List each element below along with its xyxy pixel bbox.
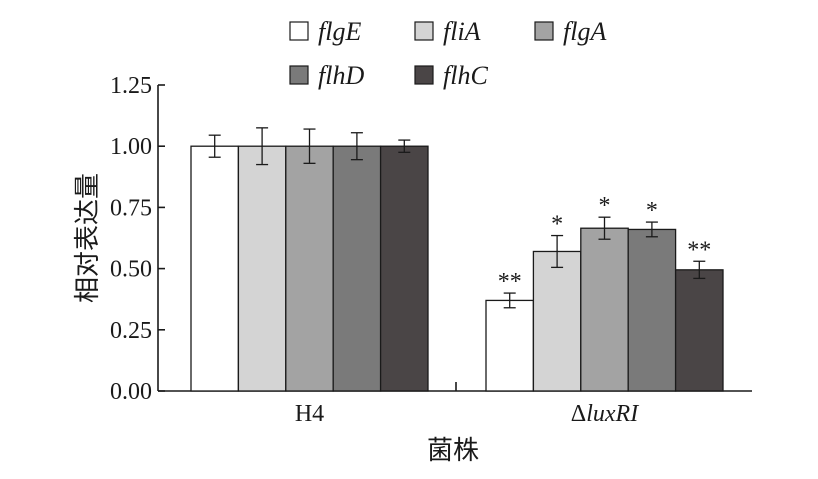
y-tick-label: 0.75 <box>110 195 152 221</box>
bar-flhC-1 <box>674 269 724 392</box>
significance-label: ** <box>687 237 711 263</box>
bar-flhC-0 <box>379 145 429 392</box>
significance-label: * <box>551 212 563 238</box>
significance-label: * <box>599 193 611 219</box>
bar-flhD-0 <box>332 145 382 392</box>
y-tick-label: 0.00 <box>110 379 152 405</box>
significance-label: ** <box>498 269 522 295</box>
significance-label: * <box>646 198 658 224</box>
y-tick-label: 1.00 <box>110 134 152 160</box>
bar-flgA-0 <box>285 145 334 392</box>
bar-flgE-1 <box>485 299 535 392</box>
y-tick-label: 1.25 <box>110 73 152 99</box>
legend-swatch-flgE <box>289 21 309 41</box>
legend-swatch-flhD <box>289 65 309 85</box>
legend-label-flgA: flgA <box>563 17 606 46</box>
x-axis-title: 菌株 <box>427 436 479 465</box>
legend-swatch-fliA <box>414 21 434 41</box>
bar-flgA-1 <box>580 227 629 392</box>
x-tick-label-1: ΔluxRI <box>571 401 639 427</box>
y-tick-label: 0.50 <box>110 257 152 283</box>
bar-flhD-1 <box>627 228 677 392</box>
bar-fliA-0 <box>237 145 287 392</box>
legend-label-flhD: flhD <box>318 61 364 90</box>
legend-swatch-flgA <box>534 21 554 41</box>
legend-label-flhC: flhC <box>443 61 488 90</box>
x-tick-label-0: H4 <box>295 401 324 427</box>
legend-swatch-flhC <box>414 65 434 85</box>
legend-label-flgE: flgE <box>318 17 361 46</box>
bar-fliA-1 <box>532 250 582 392</box>
legend-label-fliA: fliA <box>443 17 481 46</box>
bar-flgE-0 <box>190 145 240 392</box>
y-tick-label: 0.25 <box>110 318 152 344</box>
y-axis-title: 相对表达量 <box>73 173 102 303</box>
